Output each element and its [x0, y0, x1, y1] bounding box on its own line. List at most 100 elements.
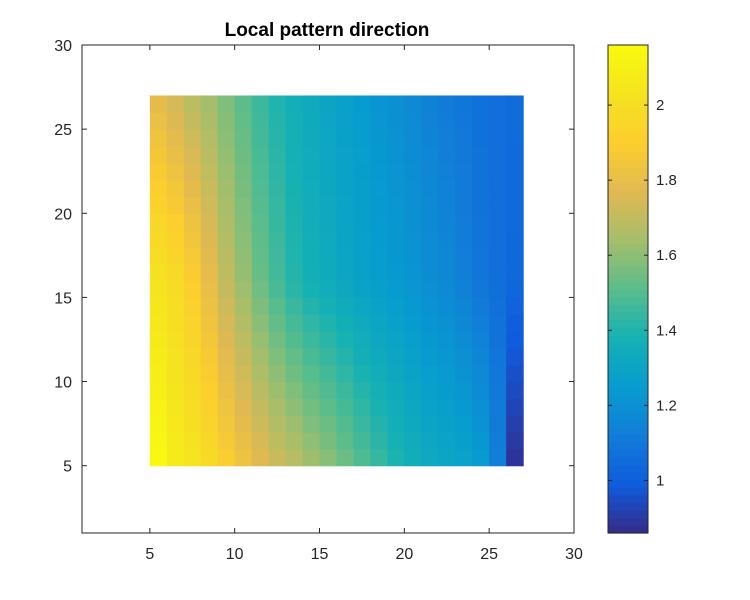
- heatmap-cell: [217, 95, 236, 113]
- colorbar-band: [608, 266, 648, 275]
- heatmap-cell: [438, 448, 456, 467]
- heatmap-cell: [404, 95, 422, 113]
- heatmap-cell: [166, 381, 185, 399]
- heatmap-cell: [149, 196, 168, 214]
- heatmap-cell: [268, 196, 287, 214]
- heatmap-cell: [455, 246, 473, 265]
- heatmap-cell: [268, 347, 287, 366]
- heatmap-cell: [370, 381, 388, 399]
- heatmap-cell: [489, 129, 507, 147]
- heatmap-cell: [370, 230, 388, 248]
- heatmap-cell: [251, 162, 270, 181]
- heatmap-cell: [285, 129, 304, 147]
- heatmap-cell: [472, 398, 490, 416]
- heatmap-cell: [404, 432, 422, 450]
- heatmap-cells: [149, 95, 524, 467]
- colorbar-band: [608, 67, 648, 77]
- heatmap-cell: [336, 280, 355, 299]
- heatmap-cell: [183, 331, 202, 349]
- heatmap-cell: [370, 112, 388, 130]
- heatmap-cell: [285, 230, 304, 248]
- heatmap-cell: [217, 364, 236, 383]
- heatmap-cell: [268, 213, 287, 231]
- heatmap-cell: [183, 398, 202, 416]
- heatmap-cell: [319, 415, 338, 433]
- colorbar-tick-label: 1.2: [656, 397, 677, 414]
- colorbar-band: [608, 106, 648, 115]
- heatmap-cell: [387, 331, 405, 349]
- heatmap-cell: [319, 432, 338, 450]
- heatmap-cell: [353, 398, 372, 416]
- heatmap-cell: [455, 415, 473, 433]
- heatmap-cell: [200, 112, 219, 130]
- heatmap-cell: [506, 162, 524, 181]
- heatmap-cell: [387, 280, 405, 299]
- colorbar-band: [608, 510, 648, 519]
- colorbar-band: [608, 289, 648, 298]
- heatmap-cell: [404, 246, 422, 265]
- heatmap-cell: [387, 112, 405, 130]
- heatmap-cell: [234, 129, 253, 147]
- heatmap-cell: [183, 112, 202, 130]
- heatmap-cell: [353, 347, 372, 366]
- heatmap-cell: [421, 95, 439, 113]
- heatmap-cell: [438, 162, 456, 181]
- x-tick-label: 10: [226, 546, 244, 563]
- heatmap-cell: [353, 196, 372, 214]
- heatmap-cell: [421, 398, 439, 416]
- heatmap-cell: [251, 297, 270, 315]
- heatmap-cell: [506, 230, 524, 248]
- heatmap-cell: [251, 112, 270, 130]
- heatmap-cell: [387, 314, 405, 332]
- heatmap-cell: [438, 196, 456, 214]
- heatmap-cell: [234, 179, 253, 198]
- heatmap-cell: [149, 415, 168, 433]
- heatmap-cell: [200, 381, 219, 399]
- colorbar-band: [608, 212, 648, 221]
- heatmap-cell: [268, 230, 287, 248]
- heatmap-cell: [251, 398, 270, 416]
- heatmap-cell: [489, 230, 507, 248]
- heatmap-cell: [268, 162, 287, 181]
- heatmap-cell: [183, 415, 202, 433]
- heatmap-cell: [472, 246, 490, 265]
- heatmap-cell: [336, 415, 355, 433]
- heatmap-cell: [217, 280, 236, 299]
- heatmap-cell: [387, 162, 405, 181]
- colorbar-band: [608, 350, 648, 359]
- heatmap-cell: [336, 297, 355, 315]
- heatmap-cell: [370, 162, 388, 181]
- heatmap-cell: [302, 381, 321, 399]
- heatmap-cell: [149, 213, 168, 231]
- heatmap-cell: [319, 347, 338, 366]
- heatmap-cell: [149, 280, 168, 299]
- colorbar-band: [608, 464, 648, 473]
- heatmap-cell: [319, 331, 338, 349]
- heatmap-cell: [370, 415, 388, 433]
- heatmap-cell: [200, 179, 219, 198]
- heatmap-cell: [319, 246, 338, 265]
- heatmap-cell: [268, 246, 287, 265]
- heatmap-cell: [251, 448, 270, 467]
- heatmap-cell: [200, 230, 219, 248]
- heatmap-cell: [166, 280, 185, 299]
- heatmap-cell: [251, 364, 270, 383]
- colorbar-band: [608, 403, 648, 412]
- colorbar-gradient: [608, 45, 648, 534]
- heatmap-cell: [336, 364, 355, 383]
- heatmap-cell: [506, 331, 524, 349]
- heatmap-cell: [200, 263, 219, 282]
- heatmap-cell: [370, 263, 388, 282]
- colorbar-band: [608, 235, 648, 244]
- x-tick-label: 20: [395, 546, 413, 563]
- heatmap-cell: [234, 95, 253, 113]
- heatmap-cell: [234, 347, 253, 366]
- heatmap-cell: [217, 112, 236, 130]
- heatmap-cell: [472, 263, 490, 282]
- heatmap-cell: [166, 112, 185, 130]
- heatmap-cell: [217, 196, 236, 214]
- heatmap-cell: [319, 364, 338, 383]
- heatmap-cell: [489, 196, 507, 214]
- heatmap-cell: [370, 280, 388, 299]
- heatmap-cell: [166, 145, 185, 164]
